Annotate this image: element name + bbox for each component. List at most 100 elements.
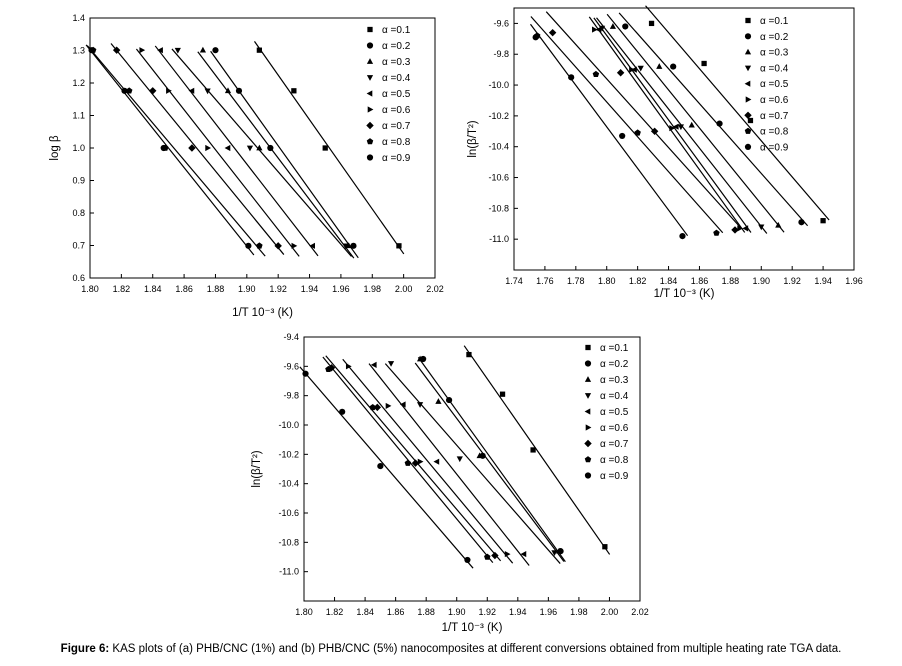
x-tick-label: 1.86 xyxy=(387,607,405,617)
y-tick-label: -9.8 xyxy=(493,49,509,59)
y-tick-label: 0.6 xyxy=(72,273,85,283)
legend-label: α =0.3 xyxy=(600,375,629,386)
y-tick-label: -10.6 xyxy=(488,173,509,183)
legend-marker xyxy=(584,408,591,415)
legend-label: α =0.9 xyxy=(760,142,789,153)
x-tick-label: 1.84 xyxy=(356,607,374,617)
data-point xyxy=(256,242,263,249)
data-point xyxy=(747,117,754,124)
x-axis-label: 1/T 10⁻³ (K) xyxy=(232,307,293,319)
y-tick-label: 1.2 xyxy=(72,78,85,88)
y-tick-label: -9.6 xyxy=(283,361,299,371)
legend-label: α =0.1 xyxy=(600,343,629,354)
legend-marker xyxy=(366,75,374,81)
data-point xyxy=(476,452,483,459)
x-tick-label: 1.84 xyxy=(660,276,678,286)
fit-line xyxy=(545,11,742,229)
data-point xyxy=(302,370,309,377)
x-tick-label: 1.90 xyxy=(238,284,256,294)
fit-line xyxy=(253,41,405,255)
y-tick-label: 1.1 xyxy=(72,111,85,121)
data-point xyxy=(637,65,644,72)
legend-marker xyxy=(585,424,592,431)
fit-line xyxy=(342,358,514,564)
x-tick-label: 1.84 xyxy=(144,284,162,294)
fit-line xyxy=(325,355,502,562)
legend-marker xyxy=(744,80,751,87)
data-point xyxy=(345,363,352,370)
data-point xyxy=(369,403,376,411)
kas-chart-c: 1.80 1.82 1.84 1.86 1.88 1.90 1.92 1.94 1.96 1.98… xyxy=(251,332,649,634)
y-tick-label: 1.3 xyxy=(72,46,85,56)
legend-marker xyxy=(366,121,374,130)
legend-marker xyxy=(744,33,752,40)
data-point xyxy=(224,87,232,94)
fit-line xyxy=(645,5,830,221)
data-point xyxy=(212,47,219,54)
data-point xyxy=(648,20,655,27)
data-point xyxy=(530,447,536,453)
y-tick-label: -11.0 xyxy=(489,234,509,244)
y-tick-label: 0.8 xyxy=(72,208,85,218)
data-point xyxy=(551,550,558,557)
x-axis-label: 1/T 10⁻³ (K) xyxy=(654,288,715,300)
data-point xyxy=(322,145,328,151)
data-point xyxy=(742,225,749,232)
data-point xyxy=(464,556,471,564)
data-point xyxy=(672,123,679,130)
data-point xyxy=(775,221,782,228)
plot-frame xyxy=(303,336,641,602)
y-tick-label: -10.2 xyxy=(488,111,509,121)
legend-marker xyxy=(744,65,752,72)
fit-line xyxy=(593,17,752,233)
legend-label: α =0.2 xyxy=(382,41,411,52)
plot-frame xyxy=(513,7,855,271)
data-point xyxy=(670,63,677,70)
data-point xyxy=(758,224,765,231)
legend-label: α =0.8 xyxy=(600,455,629,466)
data-point xyxy=(342,243,349,250)
legend-marker xyxy=(366,42,374,49)
y-tick-label: -9.4 xyxy=(283,332,299,342)
x-tick-label: 1.90 xyxy=(753,276,771,286)
data-point xyxy=(656,63,663,69)
y-tick-label: 1.4 xyxy=(72,13,85,23)
fit-line xyxy=(588,16,746,233)
y-tick-label: -10.8 xyxy=(278,537,299,547)
data-point xyxy=(291,88,297,94)
data-point xyxy=(188,87,195,94)
x-tick-label: 1.96 xyxy=(540,607,558,617)
data-point xyxy=(416,355,424,362)
y-tick-label: -10.0 xyxy=(488,80,509,90)
legend-label: α =0.2 xyxy=(760,32,789,43)
y-tick-label: 1.0 xyxy=(72,143,85,153)
x-tick-label: 1.80 xyxy=(81,284,99,294)
data-point xyxy=(716,120,723,127)
data-point xyxy=(291,242,298,249)
fit-line xyxy=(530,23,689,237)
data-point xyxy=(568,74,575,81)
x-tick-label: 1.92 xyxy=(479,607,497,617)
legend-marker xyxy=(745,17,751,24)
x-tick-label: 1.94 xyxy=(509,607,527,617)
data-point xyxy=(411,459,420,467)
figure-caption: Figure 6: KAS plots of (a) PHB/CNC (1%) … xyxy=(0,643,902,655)
fit-line xyxy=(299,366,474,569)
x-tick-label: 1.88 xyxy=(207,284,225,294)
data-point xyxy=(798,219,805,226)
data-point xyxy=(256,47,262,53)
fit-line xyxy=(384,363,561,564)
data-point xyxy=(174,47,181,54)
y-tick-label: -10.2 xyxy=(278,449,299,459)
legend-label: α =0.4 xyxy=(382,73,411,84)
legend-label: α =0.9 xyxy=(382,153,411,164)
x-tick-label: 1.98 xyxy=(364,284,382,294)
fit-line xyxy=(85,44,255,256)
legend-label: α =0.1 xyxy=(382,25,411,36)
legend-marker xyxy=(584,456,592,463)
legend-marker xyxy=(584,376,592,382)
legend-marker xyxy=(585,344,591,351)
kas-chart-a: 1.80 1.82 1.84 1.86 1.88 1.90 1.92 1.94 1.96 1.98… xyxy=(49,13,444,319)
legend-marker xyxy=(366,58,374,64)
data-point xyxy=(433,458,440,465)
